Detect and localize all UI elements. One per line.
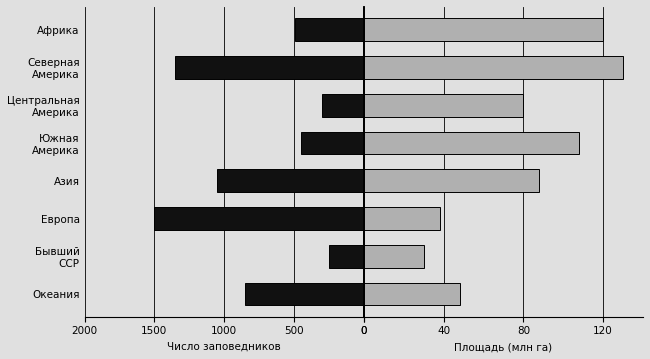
Bar [364, 283, 460, 306]
X-axis label: Площадь (млн га): Площадь (млн га) [454, 342, 552, 352]
Bar [322, 94, 364, 117]
X-axis label: Число заповедников: Число заповедников [167, 342, 281, 352]
Bar [154, 207, 364, 230]
Bar [364, 169, 540, 192]
Bar [295, 18, 364, 41]
Bar [364, 18, 603, 41]
Bar [364, 132, 579, 154]
Bar [217, 169, 364, 192]
Bar [301, 132, 364, 154]
Bar [176, 56, 364, 79]
Bar [364, 56, 623, 79]
Bar [364, 207, 439, 230]
Bar [245, 283, 364, 306]
Bar [329, 245, 364, 268]
Bar [364, 94, 523, 117]
Bar [364, 245, 424, 268]
